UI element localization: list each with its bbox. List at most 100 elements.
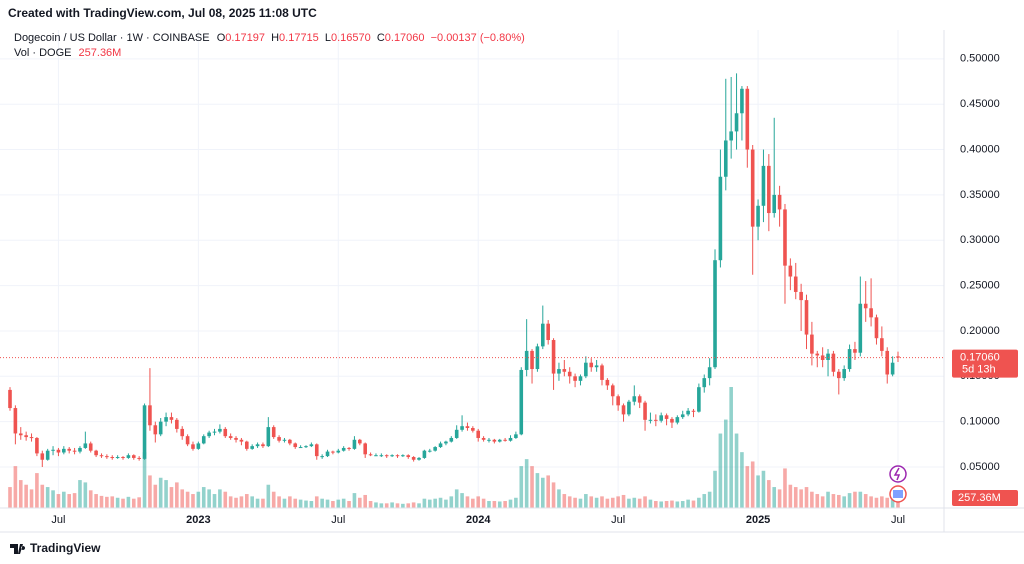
volume-value: 257.36M <box>79 47 122 59</box>
volume-bar <box>67 494 71 508</box>
candle-body <box>261 444 265 447</box>
volume-bar <box>411 502 416 508</box>
brand-logo <box>10 544 26 554</box>
volume-bar <box>8 487 12 508</box>
candle-body <box>723 140 728 177</box>
volume-bar <box>401 503 405 508</box>
candle-body <box>632 396 637 402</box>
y-tick-label: 0.30000 <box>960 234 1000 246</box>
candle-body <box>110 457 115 459</box>
volume-bar <box>557 489 561 508</box>
candle-body <box>255 444 260 447</box>
volume-bar <box>869 496 873 508</box>
candle-body <box>29 437 34 439</box>
candle-body <box>610 385 615 397</box>
volume-bar <box>45 487 50 508</box>
volume-bar <box>406 503 411 508</box>
candle-body <box>164 417 168 422</box>
candle-body <box>115 457 120 459</box>
candle-body <box>799 291 803 301</box>
candle-body <box>627 401 631 415</box>
volume-bar <box>395 503 400 508</box>
y-tick-label: 0.35000 <box>960 189 1000 201</box>
candle-body <box>196 443 201 449</box>
volume-bar <box>589 496 594 508</box>
candle-body <box>320 456 324 458</box>
candle-body <box>368 454 373 456</box>
candle-body <box>880 338 884 351</box>
candle-body <box>594 365 599 368</box>
volume-bar <box>654 501 658 508</box>
candle-body <box>815 353 820 356</box>
volume-bar <box>78 480 82 508</box>
volume-bar <box>793 487 798 508</box>
volume-bar <box>804 487 809 508</box>
volume-bar <box>314 496 319 508</box>
candle-body <box>105 456 109 458</box>
candle-body <box>13 408 18 434</box>
icon <box>893 467 901 481</box>
last-price-badge <box>952 349 1018 378</box>
candle-body <box>56 449 61 453</box>
candle-body <box>793 276 798 292</box>
volume-bar <box>13 466 18 508</box>
volume-bar <box>94 494 98 508</box>
candle-body <box>228 436 233 438</box>
candle-body <box>363 443 367 455</box>
candle-body <box>309 444 314 447</box>
candle-body <box>433 447 437 451</box>
volume-bar <box>783 468 787 508</box>
candle-body <box>314 444 319 457</box>
candle-body <box>788 265 793 277</box>
volume-bar <box>686 499 690 508</box>
candle-body <box>218 428 222 432</box>
volume-bar <box>853 491 857 508</box>
volume-bar <box>422 498 427 508</box>
candle-body <box>406 455 411 458</box>
candle-body <box>35 437 39 454</box>
volume-bar <box>702 494 707 508</box>
volume-bar <box>239 496 244 508</box>
candle-body <box>680 414 685 418</box>
volume-bar <box>767 480 771 508</box>
candle-body <box>40 453 45 460</box>
volume-bar <box>218 489 222 508</box>
candle-body <box>750 149 755 227</box>
volume-bar <box>890 499 895 508</box>
candle-body <box>271 427 276 438</box>
volume-bar <box>352 493 357 508</box>
candle-body <box>180 428 185 437</box>
volume-bar <box>390 502 394 508</box>
candle-body <box>777 194 782 210</box>
candle-body <box>390 455 394 457</box>
candle-body <box>83 443 88 448</box>
volume-bar <box>309 501 314 508</box>
candle-body <box>885 350 890 375</box>
candle-body <box>637 396 642 403</box>
candle-body <box>401 455 405 457</box>
volume-bar <box>88 490 93 508</box>
x-tick-label: Jul <box>51 514 65 526</box>
y-tick-label: 0.25000 <box>960 280 1000 292</box>
change: −0.00137 (−0.80%) <box>431 32 525 44</box>
x-tick-label: 2023 <box>186 514 210 526</box>
candle-body <box>847 349 852 370</box>
candle-body <box>869 308 873 318</box>
legend-value: 0.17715 <box>279 32 319 44</box>
candle-body <box>212 431 217 433</box>
volume-bar <box>121 498 125 508</box>
legend-key: L <box>325 32 331 44</box>
volume-bar <box>637 498 642 508</box>
candle-body <box>497 439 502 442</box>
volume-bar <box>261 498 265 508</box>
candle-body <box>239 439 244 442</box>
candle-body <box>201 436 206 444</box>
candle-body <box>697 387 701 412</box>
candle-body <box>589 362 594 368</box>
y-tick-label: 0.40000 <box>960 143 1000 155</box>
candle-body <box>573 376 577 381</box>
volume-bar <box>62 491 66 508</box>
volume-bar <box>433 498 437 508</box>
candle-body <box>169 417 174 420</box>
